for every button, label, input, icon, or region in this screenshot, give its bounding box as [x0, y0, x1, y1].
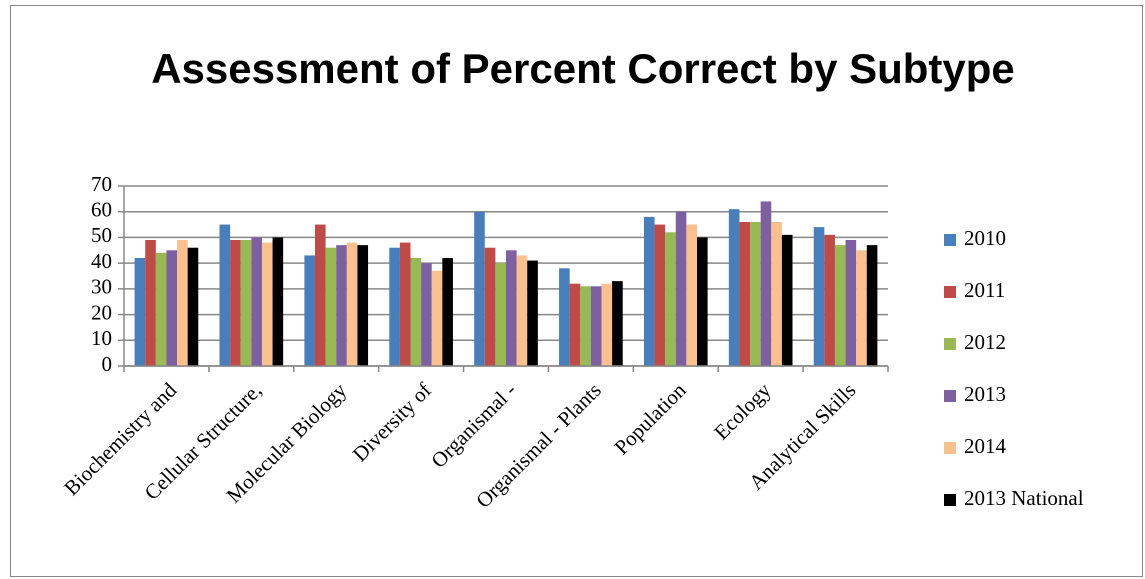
bar [612, 281, 623, 366]
legend-label: 2014 [964, 434, 1007, 458]
bar [155, 252, 167, 366]
bar [251, 237, 262, 366]
bar [771, 222, 782, 366]
bar [686, 224, 697, 366]
y-tick-label: 30 [91, 275, 112, 299]
bar [527, 260, 538, 366]
bar [569, 283, 581, 366]
legend-label: 2011 [964, 278, 1005, 302]
bar [590, 286, 602, 366]
chart-frame [10, 5, 1143, 577]
bar [813, 227, 825, 366]
bar [357, 245, 369, 366]
bar [760, 201, 772, 366]
bar [601, 283, 613, 366]
bar [325, 247, 337, 366]
bar [516, 255, 528, 366]
y-tick-label: 50 [91, 223, 112, 247]
y-tick-label: 60 [91, 198, 112, 222]
x-tick-label: Ecology [709, 378, 776, 445]
bar [697, 237, 708, 366]
bar [145, 240, 156, 366]
legend-label: 2010 [964, 226, 1006, 250]
bar [431, 270, 443, 366]
bar [399, 242, 411, 366]
bar [421, 263, 432, 366]
bar [240, 240, 252, 366]
legend-swatch [944, 390, 956, 402]
bar [304, 255, 315, 366]
bar [261, 242, 273, 366]
bar [474, 211, 485, 366]
bar [187, 247, 199, 366]
bar [134, 258, 146, 366]
x-tick-label: Organismal - [426, 378, 521, 473]
bar [442, 258, 453, 366]
y-tick-label: 70 [91, 172, 112, 196]
bar [230, 240, 241, 366]
legend-label: 2013 [964, 382, 1006, 406]
y-tick-label: 10 [91, 326, 112, 350]
bar [166, 250, 178, 366]
y-tick-label: 0 [102, 352, 113, 376]
bar [315, 224, 326, 366]
chart-title: Assessment of Percent Correct by Subtype [151, 45, 1015, 92]
bar [410, 258, 422, 366]
bar [219, 224, 231, 366]
y-tick-label: 20 [91, 300, 112, 324]
bar [495, 263, 506, 366]
legend-swatch [944, 442, 956, 454]
legend-label: 2012 [964, 330, 1006, 354]
legend-swatch [944, 338, 956, 350]
bar [728, 209, 740, 366]
legend-label: 2013 National [964, 486, 1084, 510]
bar [346, 242, 358, 366]
bar [845, 240, 857, 366]
bar [580, 286, 591, 366]
bar [750, 222, 761, 366]
bar [177, 240, 188, 366]
bar [336, 245, 347, 366]
bar [272, 237, 284, 366]
bar [389, 247, 400, 366]
bar [781, 234, 793, 366]
bar [739, 222, 751, 366]
x-tick-label: Population [609, 378, 691, 460]
bar [654, 224, 666, 366]
y-tick-label: 40 [91, 249, 112, 273]
legend-swatch [944, 494, 956, 506]
bar [643, 216, 655, 366]
x-tick-label: Diversity of [348, 378, 436, 466]
bar [506, 250, 517, 366]
bar [559, 268, 570, 366]
bar [675, 211, 687, 366]
bar [484, 247, 496, 366]
bar [824, 234, 835, 366]
bar [834, 245, 846, 366]
bar [856, 250, 867, 366]
legend-swatch [944, 286, 956, 298]
legend-swatch [944, 234, 956, 246]
bar [866, 245, 878, 366]
bar [665, 232, 676, 366]
